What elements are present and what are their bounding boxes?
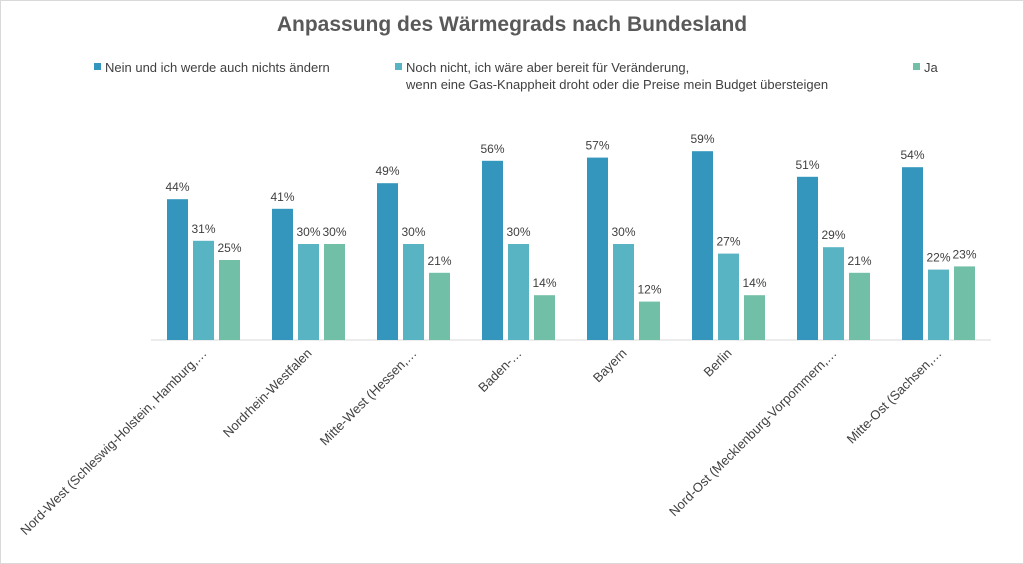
data-label-s1-c2: 30% (401, 225, 425, 239)
legend: Nein und ich werde auch nichts ändern No… (1, 1, 1023, 101)
bar-s0-c3 (482, 160, 503, 340)
bar-s1-c3 (508, 244, 529, 340)
bar-s2-c4 (639, 301, 660, 340)
bar-s2-c0 (219, 260, 240, 340)
data-label-s2-c4: 12% (637, 283, 661, 297)
bar-s1-c7 (928, 269, 949, 340)
data-label-s2-c3: 14% (532, 276, 556, 290)
data-label-s0-c1: 41% (270, 190, 294, 204)
bar-s2-c3 (534, 295, 555, 340)
data-label-s2-c5: 14% (742, 276, 766, 290)
bar-s1-c2 (403, 244, 424, 340)
legend-swatch-nein (94, 63, 101, 70)
bar-s2-c6 (849, 272, 870, 340)
data-label-s1-c0: 31% (191, 222, 215, 236)
category-label-2: Mitte-West (Hessen,… (317, 346, 420, 449)
data-label-s2-c6: 21% (847, 254, 871, 268)
bar-s2-c5 (744, 295, 765, 340)
category-label-5: Berlin (701, 346, 735, 380)
bar-s0-c6 (797, 176, 818, 340)
data-label-s2-c2: 21% (427, 254, 451, 268)
data-label-s1-c5: 27% (716, 235, 740, 249)
data-label-s1-c1: 30% (296, 225, 320, 239)
category-label-4: Bayern (590, 346, 630, 386)
bar-s1-c6 (823, 247, 844, 340)
data-label-s1-c4: 30% (611, 225, 635, 239)
chart-title: Anpassung des Wärmegrads nach Bundesland (276, 13, 748, 36)
data-label-s0-c7: 54% (900, 148, 924, 162)
legend-swatch-noch-nicht (395, 63, 402, 70)
bar-s2-c7 (954, 266, 975, 340)
category-label-1: Nordrhein-Westfalen (220, 346, 315, 441)
category-label-0: Nord-West (Schleswig-Holstein, Hamburg,… (17, 346, 209, 538)
category-label-6: Nord-Ost (Mecklenburg-Vorpommern,… (666, 346, 840, 520)
data-label-s2-c1: 30% (322, 225, 346, 239)
bar-s1-c5 (718, 253, 739, 340)
data-label-s2-c0: 25% (217, 241, 241, 255)
bar-s0-c4 (587, 157, 608, 340)
bar-s0-c2 (377, 183, 398, 340)
bar-s0-c0 (167, 199, 188, 340)
bar-s1-c1 (298, 244, 319, 340)
data-label-s0-c3: 56% (480, 142, 504, 156)
bar-s2-c2 (429, 272, 450, 340)
data-label-s1-c3: 30% (506, 225, 530, 239)
data-label-s0-c4: 57% (585, 139, 609, 153)
data-label-s0-c5: 59% (690, 132, 714, 146)
data-label-s0-c6: 51% (795, 158, 819, 172)
bar-s1-c4 (613, 244, 634, 340)
legend-label-ja: Ja (924, 60, 938, 75)
data-label-s0-c0: 44% (165, 180, 189, 194)
category-label-3: Baden-… (475, 346, 524, 395)
bar-s0-c5 (692, 151, 713, 340)
data-label-s1-c7: 22% (926, 251, 950, 265)
data-label-s2-c7: 23% (952, 247, 976, 261)
legend-label-nein: Nein und ich werde auch nichts ändern (105, 60, 330, 75)
bar-s2-c1 (324, 244, 345, 340)
data-label-s1-c6: 29% (821, 228, 845, 242)
bar-s0-c1 (272, 208, 293, 340)
category-label-7: Mitte-Ost (Sachsen,… (844, 346, 945, 447)
legend-swatch-ja (913, 63, 920, 70)
bar-s1-c0 (193, 240, 214, 340)
data-label-s0-c2: 49% (375, 164, 399, 178)
legend-label-noch-nicht: Noch nicht, ich wäre aber bereit für Ver… (406, 60, 829, 92)
bar-s0-c7 (902, 167, 923, 340)
